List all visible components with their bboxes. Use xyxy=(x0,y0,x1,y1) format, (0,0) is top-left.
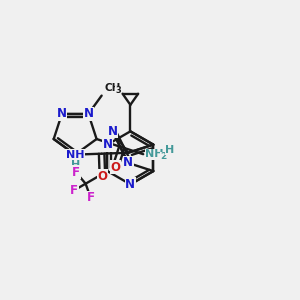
Text: F: F xyxy=(72,166,80,179)
Text: NH: NH xyxy=(145,149,164,159)
Text: F: F xyxy=(70,184,78,197)
Text: O: O xyxy=(98,170,107,183)
Text: CH: CH xyxy=(105,83,121,93)
Text: O: O xyxy=(110,161,120,174)
Text: F: F xyxy=(87,191,94,204)
Text: H: H xyxy=(70,160,80,170)
Text: N: N xyxy=(57,107,67,120)
Text: 3: 3 xyxy=(116,85,121,94)
Text: N: N xyxy=(102,138,112,151)
Text: 2: 2 xyxy=(160,152,166,160)
Text: N: N xyxy=(125,178,135,191)
Text: H: H xyxy=(165,145,174,155)
Text: N: N xyxy=(123,156,133,170)
Text: NH: NH xyxy=(66,150,84,160)
Text: N: N xyxy=(107,125,118,138)
Text: N: N xyxy=(83,107,93,120)
